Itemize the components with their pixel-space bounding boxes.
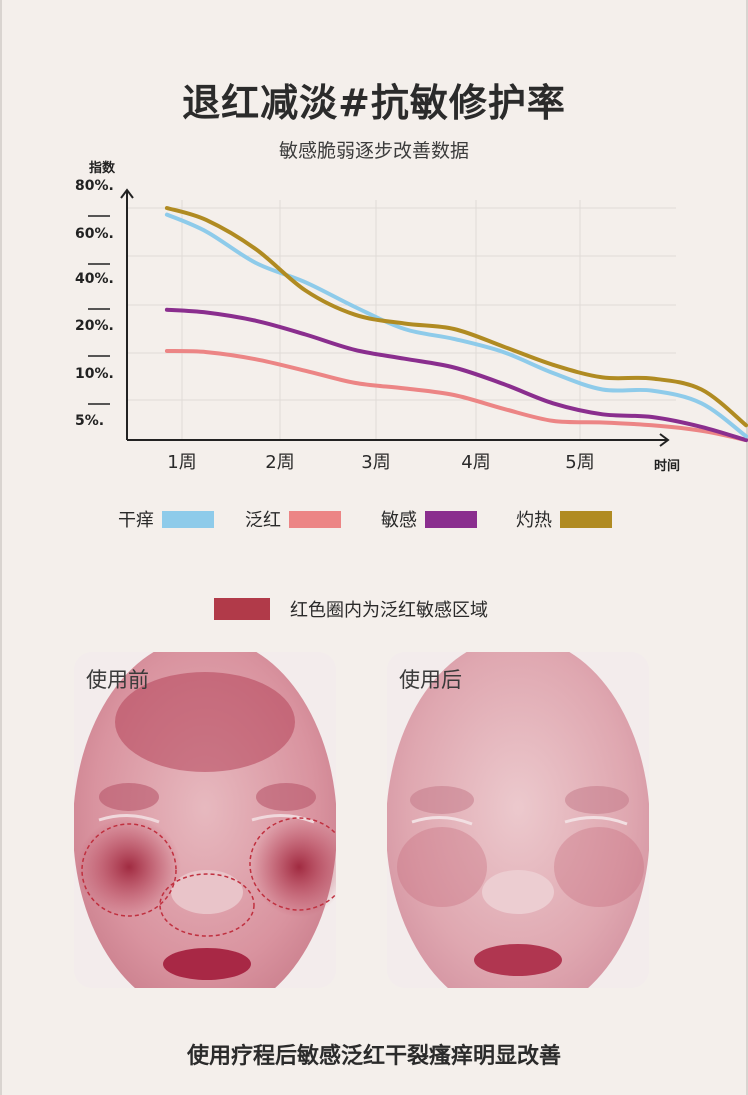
line-chart: 指数 80%. 60%. 40%. 20%. 10%. 5%. 1周 2周 3周 4周 5周 时间: [75, 160, 748, 474]
legend-item: 泛红: [245, 505, 341, 533]
red-zone-label: 红色圈内为泛红敏感区域: [290, 600, 488, 621]
x-tick-label: 5周: [565, 452, 594, 473]
legend-item: 灼热: [516, 505, 612, 533]
series-line-干痒: [164, 212, 748, 439]
y-tick-label: 40%.: [75, 271, 114, 287]
left-border: [0, 0, 2, 1095]
legend-swatch: [289, 510, 341, 528]
y-axis-arrow: [120, 188, 134, 199]
before-face-image: [74, 652, 336, 988]
y-tick-label: 10%.: [75, 366, 114, 382]
series-line-灼热: [164, 206, 748, 428]
x-axis-label: 时间: [654, 458, 680, 474]
before-photo: 使用前: [74, 652, 336, 988]
y-tick-label: 20%.: [75, 318, 114, 334]
page-subtitle: 敏感脆弱逐步改善数据: [278, 140, 469, 162]
x-tick-label: 1周: [167, 452, 196, 473]
x-tick-label: 2周: [265, 452, 294, 473]
page-title: 退红减淡#抗敏修护率: [182, 81, 566, 125]
legend-label: 敏感: [381, 510, 417, 531]
bottom-caption: 使用疗程后敏感泛红干裂瘙痒明显改善: [186, 1044, 561, 1069]
y-tick-label: 5%.: [75, 413, 104, 429]
legend-swatch: [560, 510, 612, 528]
x-tick-label: 3周: [361, 452, 390, 473]
before-label: 使用前: [86, 668, 149, 692]
legend-swatch: [425, 510, 477, 528]
y-tick-label: 60%.: [75, 226, 114, 242]
after-photo: 使用后: [387, 652, 649, 988]
after-label: 使用后: [399, 668, 462, 692]
red-zone-swatch: [214, 598, 270, 620]
series-line-敏感: [164, 307, 748, 443]
after-face-image: [387, 652, 649, 988]
y-tick-label: 80%.: [75, 178, 114, 194]
legend-item: 敏感: [381, 505, 477, 533]
legend-label: 灼热: [516, 510, 552, 531]
legend-item: 干痒: [118, 505, 214, 533]
legend-label: 干痒: [118, 510, 154, 531]
legend-swatch: [162, 510, 214, 528]
x-tick-label: 4周: [461, 452, 490, 473]
right-border: [746, 0, 748, 1095]
series-line-泛红: [164, 349, 748, 443]
y-axis-label: 指数: [89, 160, 116, 176]
red-zone-key: 红色圈内为泛红敏感区域: [214, 596, 488, 622]
legend-label: 泛红: [245, 510, 281, 531]
x-axis-arrow: [659, 433, 670, 447]
